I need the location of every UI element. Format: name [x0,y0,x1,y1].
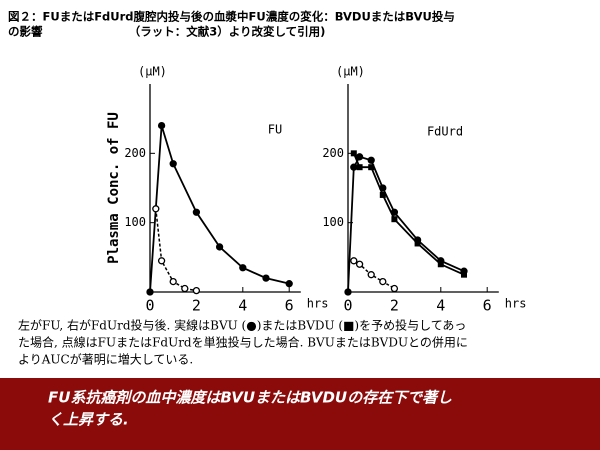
caption-line: た場合, 点線はFUまたはFdUrdを単独投与した場合. BVUまたはBVDUと… [18,335,468,350]
y-tick-label: 200 [322,146,344,160]
marker [157,257,166,265]
x-tick-label: 2 [390,297,399,315]
marker [239,264,247,272]
marker [379,277,387,286]
marker [437,261,444,268]
x-tick-label: 0 [145,297,154,315]
x-axis-label: hrs [307,297,329,311]
footer-band [0,378,600,450]
marker [461,271,467,278]
header-line: 図２：FUまたはFdUrd腹腔内投与後の血漿中FU濃度の変化：BVDUまたはBV… [8,10,455,24]
marker [350,163,358,171]
marker [285,280,293,288]
caption-line: 左がFU, 右がFdUrd投与後. 実線はBVU (●)またはBVDU (■)を… [18,318,466,333]
marker [414,240,421,247]
series-line [149,125,290,293]
marker [350,150,357,157]
marker [169,277,177,286]
marker [262,274,270,282]
marker [215,243,224,251]
marker [368,164,375,171]
marker [355,260,364,268]
marker [356,164,363,171]
marker [192,208,201,216]
x-tick-label: 4 [238,297,247,315]
marker [152,205,160,213]
y-tick-label: 100 [124,215,146,229]
header-line: の影響 （ラット：文献3）より改変して引用) [8,25,325,39]
x-tick-label: 0 [343,297,352,315]
footer-line: く上昇する. [48,411,129,429]
x-tick-label: 4 [436,297,445,315]
y-tick-label: 100 [322,215,344,229]
marker [157,121,166,130]
x-tick-label: 6 [483,297,492,315]
footer-line: FU系抗癌剤の血中濃度はBVUまたはBVDUの存在下で著し [48,389,452,407]
caption-line: よりAUCが著明に増大している. [18,352,193,367]
marker [367,156,375,164]
marker [350,257,358,265]
annotation: FU [268,123,282,137]
annotation: FdUrd [427,125,463,139]
marker [391,216,398,223]
marker [379,191,386,198]
y-axis-label: Plasma Conc. of FU [106,112,122,264]
marker [181,284,189,293]
y-unit: (μM) [336,65,365,79]
y-tick-label: 200 [124,146,146,160]
marker [367,271,375,279]
x-tick-label: 2 [192,297,201,315]
marker [169,160,177,168]
y-unit: (μM) [138,65,167,79]
x-axis-label: hrs [505,297,527,311]
marker [355,153,364,161]
marker [192,286,201,295]
x-tick-label: 6 [285,297,294,315]
marker [344,288,352,296]
marker [146,288,154,296]
marker [390,284,399,293]
